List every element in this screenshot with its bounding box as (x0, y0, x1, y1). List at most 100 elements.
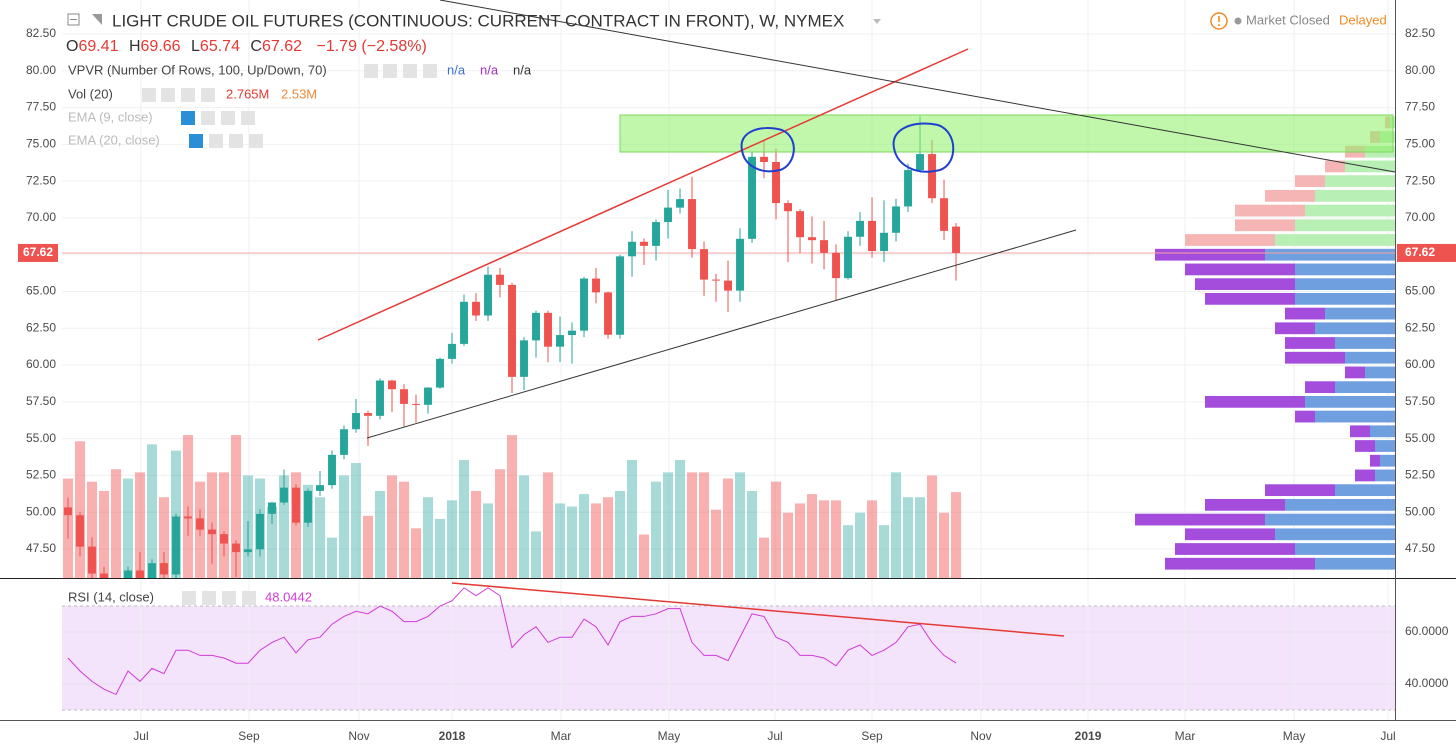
candle-body (196, 518, 204, 530)
candle-body (280, 487, 288, 503)
profile-down (1265, 189, 1315, 202)
volume-bar (734, 472, 746, 578)
y-tick-label: 55.00 (1405, 431, 1435, 445)
candle-body (520, 340, 528, 377)
price-tag (1397, 243, 1456, 262)
candle-body (868, 220, 876, 252)
profile-down (1295, 410, 1315, 423)
profile-up (1295, 263, 1395, 276)
profile-down (1265, 484, 1335, 497)
profile-up (1295, 543, 1395, 555)
vpvr-value: n/a (480, 62, 499, 77)
indicator-buttons[interactable] (182, 591, 256, 605)
indicator-buttons[interactable] (142, 88, 215, 102)
candle-body (448, 343, 456, 359)
volume-bar (146, 444, 158, 578)
profile-up (1265, 513, 1395, 526)
resistance-zone (619, 114, 1394, 153)
candle-body (100, 573, 108, 578)
profile-down (1355, 469, 1375, 482)
indicator-buttons[interactable] (364, 64, 437, 78)
rsi (67, 587, 957, 696)
volume-bar (890, 472, 902, 578)
y-tick-label: 80.00 (1405, 63, 1435, 77)
profile-down (1285, 351, 1345, 364)
volume-bar (98, 490, 110, 578)
profile-up (1345, 160, 1395, 173)
candle-body (928, 154, 936, 199)
profile-down (1350, 425, 1370, 438)
profile-up (1375, 469, 1395, 482)
y-tick-label: 60.00 (1405, 357, 1435, 371)
alert-icon (1218, 24, 1220, 26)
y-tick-label: 52.50 (26, 468, 56, 482)
candle-body (820, 240, 828, 253)
volume-bar (818, 500, 830, 578)
candle-body (892, 206, 900, 233)
profile-up (1345, 351, 1395, 364)
candle-body (664, 207, 672, 223)
candle-body (796, 211, 804, 238)
candle-body (844, 236, 852, 279)
y-tick-label: 65.00 (1405, 284, 1435, 298)
rsi-trend-line (451, 582, 1065, 637)
candle-body (340, 429, 348, 455)
alert-icon[interactable] (1210, 12, 1228, 30)
volume-bar (338, 475, 350, 578)
candle-body (148, 563, 156, 578)
x-tick-label: Nov (348, 729, 369, 743)
candle-body (592, 278, 600, 293)
volume-bar (506, 435, 518, 578)
x-tick-label: Sep (861, 729, 883, 743)
y-tick-label: 55.00 (26, 431, 56, 445)
profile-up (1265, 248, 1395, 261)
profile-up (1325, 175, 1395, 188)
candle-body (940, 198, 948, 231)
y-tick-label: 50.00 (1405, 504, 1435, 518)
candle-body (472, 301, 480, 316)
volume-bar (314, 497, 326, 578)
x-tick-label: May (658, 729, 681, 743)
trend-line (439, 0, 1396, 173)
profile-down (1355, 440, 1375, 452)
profile-down (1135, 513, 1265, 526)
volume-bar (590, 503, 602, 578)
volume-bar (662, 472, 674, 578)
candle-body (328, 454, 336, 486)
y-tick-label: 50.00 (26, 504, 56, 518)
volume-bar (482, 503, 494, 578)
candle-body (172, 516, 180, 575)
ohlc-letter: O (66, 38, 78, 55)
grid (62, 0, 1395, 720)
profile-up (1275, 234, 1395, 246)
candle-body (880, 232, 888, 252)
volume-bar (902, 497, 914, 578)
profile-up (1305, 395, 1395, 408)
candle-body (772, 162, 780, 204)
collapse-icon[interactable] (67, 13, 80, 26)
x-tick-label: Jul (133, 729, 148, 743)
candle-body (232, 543, 240, 553)
rsi-pane (62, 605, 1395, 711)
volume-bar (158, 497, 170, 578)
volume-bar (782, 512, 794, 578)
indicator-buttons[interactable] (189, 134, 263, 148)
y-tick-label: 72.50 (26, 173, 56, 187)
indicator-buttons[interactable] (181, 111, 255, 125)
volume-bar (302, 484, 314, 578)
y-tick-label: 65.00 (26, 284, 56, 298)
profile-down (1155, 248, 1265, 261)
x-tick-label: Mar (1175, 729, 1196, 743)
candle-body (388, 380, 396, 390)
dropdown-icon[interactable] (873, 19, 881, 24)
profile-down (1285, 307, 1325, 320)
candle-body (160, 563, 168, 575)
candle-body (268, 502, 276, 514)
data-feed: Delayed (1339, 12, 1387, 27)
volume-bar (326, 537, 338, 578)
volume-bar (518, 475, 530, 578)
candle-body (400, 389, 408, 404)
profile-down (1185, 528, 1275, 541)
volume-bar (614, 490, 626, 578)
ema-label: EMA (9, close) (68, 109, 153, 124)
